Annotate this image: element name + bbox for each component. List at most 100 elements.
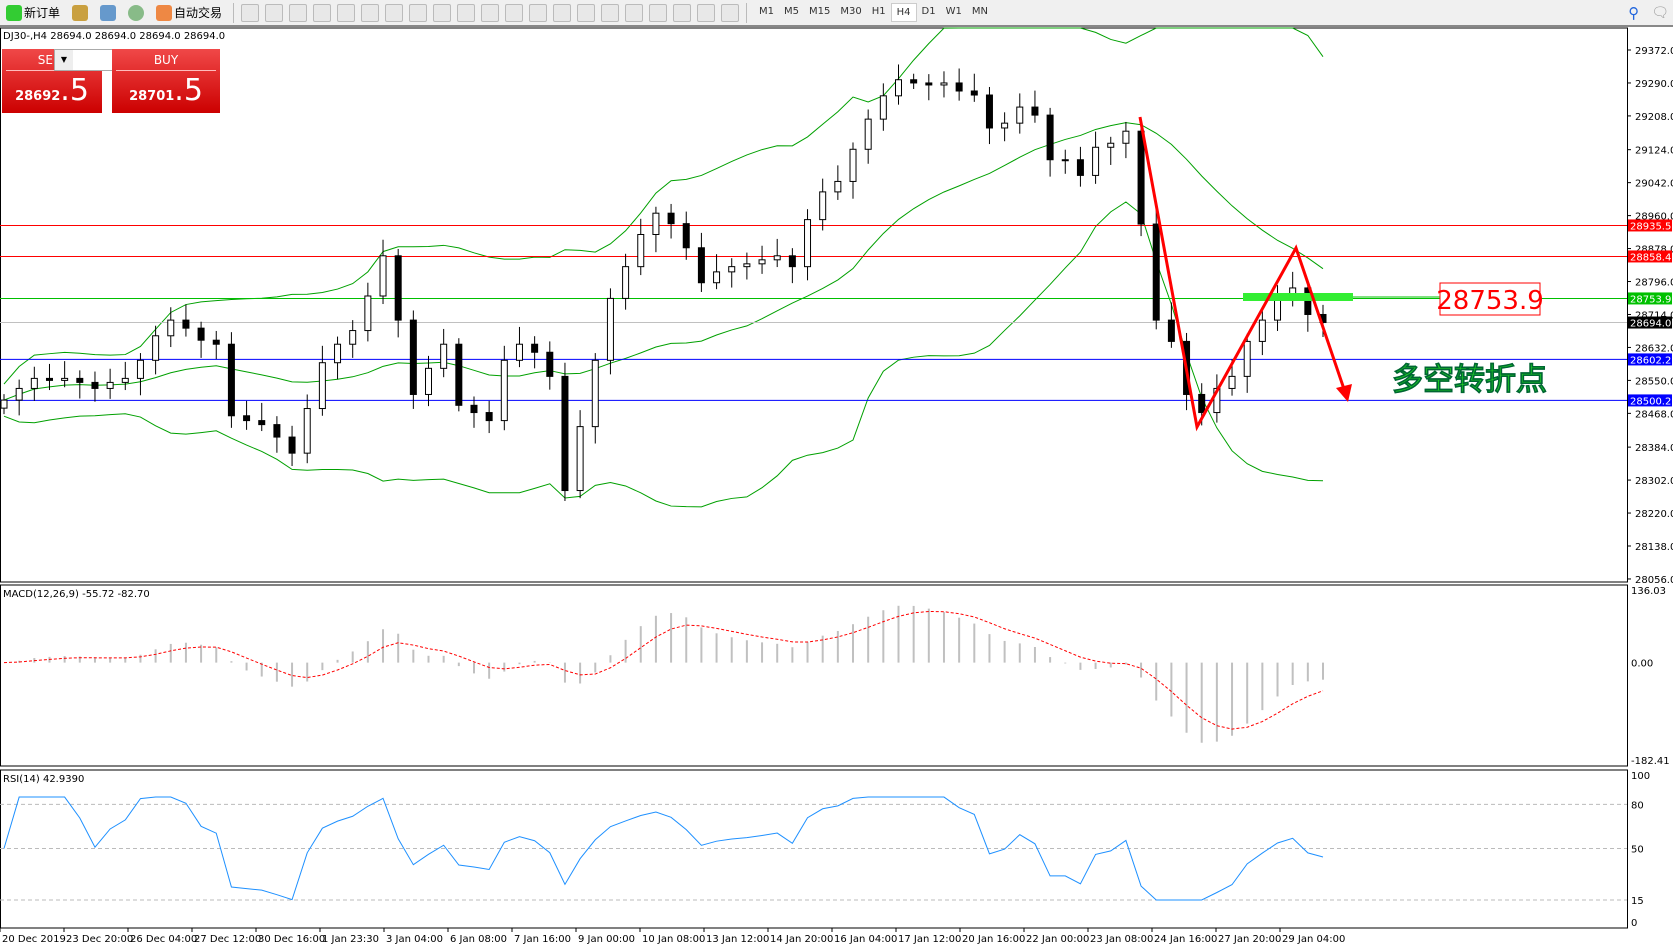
candle-body <box>1092 146 1100 176</box>
candle-body <box>485 412 493 422</box>
chat-icon: 🗨 <box>1651 4 1669 21</box>
price-tick-label: 29124.0 <box>1635 146 1673 157</box>
price-tick-label: 28878.0 <box>1635 245 1673 256</box>
label-icon[interactable] <box>697 3 716 22</box>
templates-icon[interactable] <box>481 3 500 22</box>
candle-body <box>591 359 599 428</box>
line-chart-icon[interactable] <box>289 3 308 22</box>
level-price-label: 28935.5 <box>1630 221 1671 232</box>
candle-body <box>1046 114 1054 161</box>
zoom-in-icon[interactable] <box>313 3 332 22</box>
candle-body <box>1016 106 1024 124</box>
time-tick-label: 29 Jan 04:00 <box>1282 934 1345 945</box>
price-tick-label: 28056.0 <box>1635 575 1673 586</box>
time-tick-label: 16 Jan 04:00 <box>834 934 897 945</box>
level-price-tag <box>1628 250 1672 263</box>
candle-body <box>682 223 690 249</box>
indicators-icon[interactable] <box>433 3 452 22</box>
candle-body <box>318 362 326 410</box>
time-tick-label: 14 Jan 20:00 <box>770 934 833 945</box>
timeframe-h4[interactable]: H4 <box>890 3 917 22</box>
auto-trading-button[interactable]: 自动交易 <box>152 2 226 23</box>
timeframe-w1[interactable]: W1 <box>945 6 962 17</box>
level-price-tag <box>1628 353 1672 366</box>
arrows-icon[interactable] <box>721 3 740 22</box>
candles-icon[interactable] <box>265 3 284 22</box>
macd-label: MACD(12,26,9) -55.72 -82.70 <box>3 589 150 600</box>
buy-button[interactable]: BUY 28701.5 <box>112 49 220 113</box>
pane-frame-1 <box>0 584 1628 767</box>
chat-button[interactable]: 🗨 <box>1647 3 1673 23</box>
candle-body <box>713 271 721 284</box>
candle-body <box>788 255 796 268</box>
horizontal-line-icon[interactable] <box>577 3 596 22</box>
candle-body <box>879 95 887 120</box>
candle-body <box>515 343 523 361</box>
new-order-button[interactable]: 新订单 <box>2 2 64 23</box>
buy-price: 28701 <box>129 89 175 104</box>
candle-body <box>106 381 114 389</box>
candle-body <box>1061 159 1069 162</box>
search-button[interactable]: ⚲ <box>1624 2 1643 24</box>
zoom-out-icon[interactable] <box>337 3 356 22</box>
candle-body <box>773 255 781 261</box>
signals-button[interactable] <box>124 3 148 23</box>
time-tick-label: 27 Dec 12:00 <box>194 934 261 945</box>
candle-body <box>849 148 857 182</box>
time-tick-label: 3 Jan 04:00 <box>386 934 443 945</box>
vertical-line-icon[interactable] <box>553 3 572 22</box>
chart-shift-icon[interactable] <box>409 3 428 22</box>
terminal-icon <box>100 4 117 21</box>
timeframe-d1[interactable]: D1 <box>921 6 936 17</box>
candle-body <box>258 420 266 426</box>
search-icon: ⚲ <box>1628 3 1640 22</box>
time-tick-label: 23 Jan 08:00 <box>1090 934 1153 945</box>
rsi-tick-label: 15 <box>1631 896 1644 907</box>
lot-decrease-button[interactable]: ▼ <box>60 55 68 64</box>
candle-body <box>834 180 842 193</box>
buy-label: BUY <box>116 49 216 71</box>
candle-body <box>30 377 38 389</box>
candle-body <box>667 212 675 225</box>
candle-body <box>819 191 827 221</box>
candle-body <box>531 343 539 353</box>
trendline-icon[interactable] <box>601 3 620 22</box>
candle-body <box>500 359 508 422</box>
candle-body <box>1076 159 1084 176</box>
timeframe-h1[interactable]: H1 <box>871 6 886 17</box>
candle-body <box>379 255 387 297</box>
candle-body <box>1122 130 1130 144</box>
channel-icon[interactable] <box>625 3 644 22</box>
timeframe-m1[interactable]: M1 <box>759 6 775 17</box>
navigator-button[interactable] <box>68 3 92 23</box>
fibonacci-icon[interactable] <box>649 3 668 22</box>
arrow-head <box>1336 384 1352 402</box>
timeframe-mn[interactable]: MN <box>971 6 988 17</box>
candle-body <box>0 399 8 409</box>
time-tick-label: 20 Jan 16:00 <box>962 934 1025 945</box>
text-icon[interactable] <box>673 3 692 22</box>
macd-signal-line <box>3 610 1324 730</box>
price-tick-label: 28138.0 <box>1635 542 1673 553</box>
timeframe-m30[interactable]: M30 <box>840 6 862 17</box>
candle-body <box>1137 130 1145 225</box>
timeframe-m15[interactable]: M15 <box>809 6 831 17</box>
level-price-tag <box>1628 394 1672 407</box>
tile-windows-icon[interactable] <box>361 3 380 22</box>
chart-bars-icon[interactable] <box>241 3 260 22</box>
candle-body <box>470 404 478 414</box>
buy-price-fraction: .5 <box>174 73 203 108</box>
candle-body <box>743 263 751 268</box>
timeframe-m5[interactable]: M5 <box>784 6 800 17</box>
periods-icon[interactable] <box>457 3 476 22</box>
crosshair-icon[interactable] <box>529 3 548 22</box>
terminal-button[interactable] <box>96 3 120 23</box>
autoscroll-icon[interactable] <box>385 3 404 22</box>
candle-body <box>622 266 630 299</box>
macd-tick-label: -182.41 <box>1631 756 1670 767</box>
rsi-tick-label: 50 <box>1631 845 1644 856</box>
time-tick-label: 27 Jan 20:00 <box>1218 934 1281 945</box>
cursor-icon[interactable] <box>505 3 524 22</box>
level-price-tag <box>1628 219 1672 232</box>
